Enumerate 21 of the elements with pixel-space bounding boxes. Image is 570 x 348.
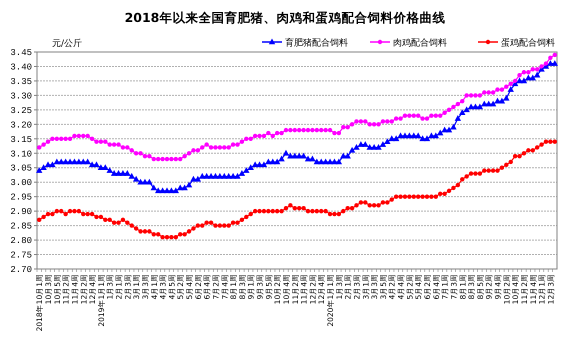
y-tick-label: 3.05 (10, 164, 32, 174)
legend-label: 肉鸡配合饲料 (393, 38, 447, 48)
y-tick-label: 3.15 (10, 134, 32, 145)
y-tick-label: 3.35 (10, 76, 32, 87)
y-tick-label: 2.80 (10, 236, 32, 246)
y-axis-title: 元/公斤 (52, 38, 82, 49)
y-tick-label: 2.70 (10, 265, 32, 275)
y-tick-label: 3.25 (10, 106, 32, 116)
y-tick-label: 2.90 (10, 207, 32, 218)
y-tick-label: 2.95 (10, 192, 32, 203)
legend-label: 蛋鸡配合饲料 (501, 38, 555, 48)
y-tick-label: 3.40 (10, 62, 32, 72)
legend-label: 育肥猪配合饲料 (285, 38, 348, 48)
y-tick-label: 3.30 (10, 91, 32, 102)
chart-title: 2018年以来全国育肥猪、肉鸡和蛋鸡配合饲料价格曲线 (124, 10, 446, 25)
y-tick-label: 3.10 (10, 149, 32, 160)
y-tick-label: 2.75 (10, 250, 32, 261)
y-tick-label: 2.85 (10, 222, 32, 232)
y-tick-label: 3.20 (10, 120, 32, 130)
y-tick-label: 3.00 (10, 178, 32, 188)
y-tick-label: 3.45 (10, 48, 32, 58)
